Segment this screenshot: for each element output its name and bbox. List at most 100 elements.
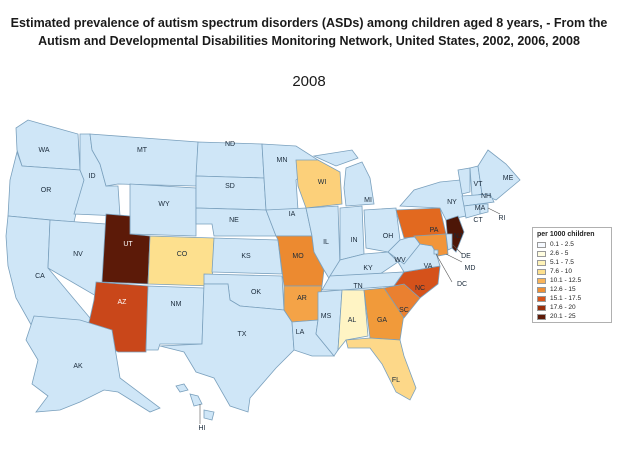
- label-ar: AR: [297, 295, 307, 302]
- label-in: IN: [351, 237, 358, 244]
- state-mt[interactable]: [89, 133, 199, 187]
- year-label: 2008: [292, 73, 326, 90]
- label-id: ID: [89, 173, 96, 180]
- legend-swatch: [537, 250, 546, 257]
- label-me: ME: [503, 175, 514, 182]
- label-nm: NM: [171, 301, 182, 308]
- label-or: OR: [41, 187, 52, 194]
- legend-title: per 1000 children: [537, 231, 595, 238]
- state-sd[interactable]: [195, 175, 267, 211]
- state-ak[interactable]: [25, 315, 161, 413]
- state-in[interactable]: [339, 205, 365, 261]
- legend-label: 0.1 - 2.5: [550, 241, 574, 248]
- state-mi[interactable]: [312, 149, 375, 207]
- label-fl: FL: [392, 377, 400, 384]
- label-dc: DC: [457, 281, 467, 288]
- label-pa: PA: [430, 227, 439, 234]
- legend-item: 2.6 - 5: [537, 249, 607, 258]
- label-mn: MN: [277, 157, 288, 164]
- legend-swatch: [537, 295, 546, 302]
- state-al[interactable]: [337, 289, 369, 352]
- label-ct: CT: [473, 217, 483, 224]
- legend-swatch: [537, 241, 546, 248]
- legend-item: 0.1 - 2.5: [537, 240, 607, 249]
- label-nj: NJ: [454, 233, 463, 240]
- legend-item: 5.1 - 7.5: [537, 258, 607, 267]
- label-ak: AK: [73, 363, 83, 370]
- label-la: LA: [296, 329, 305, 336]
- label-ks: KS: [241, 253, 251, 260]
- legend-swatch: [537, 259, 546, 266]
- legend-item: 12.6 - 15: [537, 285, 607, 294]
- label-nh: NH: [481, 193, 491, 200]
- legend-label: 12.6 - 15: [550, 286, 576, 293]
- label-sc: SC: [399, 307, 409, 314]
- label-wa: WA: [38, 147, 49, 154]
- legend-label: 20.1 - 25: [550, 313, 576, 320]
- label-al: AL: [348, 317, 357, 324]
- label-ky: KY: [363, 265, 373, 272]
- legend-label: 5.1 - 7.5: [550, 259, 574, 266]
- state-dc[interactable]: [433, 249, 439, 255]
- label-wv: WV: [394, 257, 406, 264]
- state-ri[interactable]: [479, 203, 489, 215]
- state-ar[interactable]: [283, 285, 323, 323]
- title-line-2: Autism and Developmental Disabilities Mo…: [38, 34, 580, 48]
- state-fl[interactable]: [345, 337, 417, 401]
- state-ks[interactable]: [211, 237, 283, 275]
- label-ia: IA: [289, 211, 296, 218]
- legend-label: 17.6 - 20: [550, 304, 576, 311]
- label-va: VA: [424, 263, 433, 270]
- state-wy[interactable]: [129, 183, 197, 237]
- legend-item: 7.6 - 10: [537, 267, 607, 276]
- map-title: Estimated prevalence of autism spectrum …: [0, 14, 618, 50]
- label-mt: MT: [137, 147, 148, 154]
- state-wi[interactable]: [295, 159, 343, 209]
- label-ut: UT: [123, 241, 133, 248]
- legend-swatch: [537, 268, 546, 275]
- state-vt[interactable]: [457, 167, 471, 195]
- state-hi[interactable]: [175, 383, 215, 421]
- label-tn: TN: [353, 283, 362, 290]
- legend-swatch: [537, 313, 546, 320]
- state-pa[interactable]: [395, 207, 447, 239]
- state-labels: WA OR CA ID NV MT WY UT AZ CO NM ND SD N…: [35, 141, 513, 432]
- label-ny: NY: [447, 199, 457, 206]
- legend-item: 17.6 - 20: [537, 303, 607, 312]
- state-de[interactable]: [445, 233, 453, 251]
- label-nv: NV: [73, 251, 83, 258]
- legend-label: 15.1 - 17.5: [550, 295, 582, 302]
- state-il[interactable]: [305, 205, 341, 281]
- label-wy: WY: [158, 201, 170, 208]
- label-ri: RI: [499, 215, 506, 222]
- label-nc: NC: [415, 285, 425, 292]
- label-az: AZ: [118, 299, 128, 306]
- state-wa[interactable]: [15, 119, 81, 171]
- label-il: IL: [323, 239, 329, 246]
- legend-label: 2.6 - 5: [550, 250, 569, 257]
- label-ca: CA: [35, 273, 45, 280]
- label-ne: NE: [229, 217, 239, 224]
- legend-label: 7.6 - 10: [550, 268, 573, 275]
- legend-swatch: [537, 277, 546, 284]
- label-oh: OH: [383, 233, 394, 240]
- label-ma: MA: [475, 205, 486, 212]
- state-tx[interactable]: [159, 283, 295, 413]
- label-de: DE: [461, 253, 471, 260]
- label-mo: MO: [292, 253, 304, 260]
- state-me[interactable]: [477, 149, 521, 201]
- state-nm[interactable]: [145, 285, 205, 351]
- legend-item: 20.1 - 25: [537, 312, 607, 321]
- label-sd: SD: [225, 183, 235, 190]
- label-mi: MI: [364, 197, 372, 204]
- title-line-1: Estimated prevalence of autism spectrum …: [10, 16, 608, 30]
- label-tx: TX: [238, 331, 247, 338]
- state-ma[interactable]: [461, 193, 495, 207]
- label-co: CO: [177, 251, 188, 258]
- label-md: MD: [465, 265, 476, 272]
- label-vt: VT: [474, 181, 484, 188]
- legend-label: 10.1 - 12.5: [550, 277, 582, 284]
- label-ok: OK: [251, 289, 261, 296]
- legend: per 1000 children 0.1 - 2.5 2.6 - 5 5.1 …: [532, 227, 612, 323]
